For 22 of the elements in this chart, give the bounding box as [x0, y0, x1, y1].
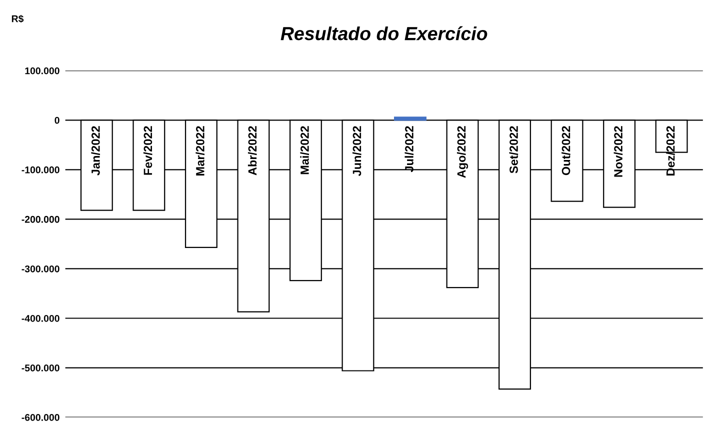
x-tick-label: Jun/2022	[352, 126, 362, 176]
x-tick-label: Jan/2022	[91, 126, 100, 176]
x-tick-label: Mai/2022	[300, 126, 310, 174]
x-tick-label: Dez/2022	[666, 126, 675, 176]
y-tick-label: -400.000	[22, 314, 60, 322]
x-tick-label: Abr/2022	[248, 126, 257, 176]
x-tick-label: Set/2022	[509, 126, 518, 174]
x-tick-label: Out/2022	[562, 126, 570, 176]
chart-title: Resultado do Exercício	[280, 26, 488, 40]
y-tick-label: -200.000	[22, 216, 60, 223]
y-tick-label: -500.000	[22, 364, 60, 372]
x-tick-label: Fev/2022	[143, 126, 152, 175]
y-tick-label: -100.000	[22, 166, 60, 174]
x-tick-label: Nov/2022	[614, 126, 623, 177]
y-axis-title: R$	[12, 14, 24, 23]
x-tick-label: Jul/2022	[404, 126, 414, 172]
x-tick-label: Ago/2022	[456, 126, 468, 178]
y-tick-label: -300.000	[22, 265, 60, 272]
x-tick-label: Mar/2022	[196, 126, 204, 176]
y-tick-label: 100.000	[25, 67, 60, 74]
y-tick-label: 0	[54, 116, 60, 124]
y-tick-label: -600.000	[22, 414, 60, 421]
